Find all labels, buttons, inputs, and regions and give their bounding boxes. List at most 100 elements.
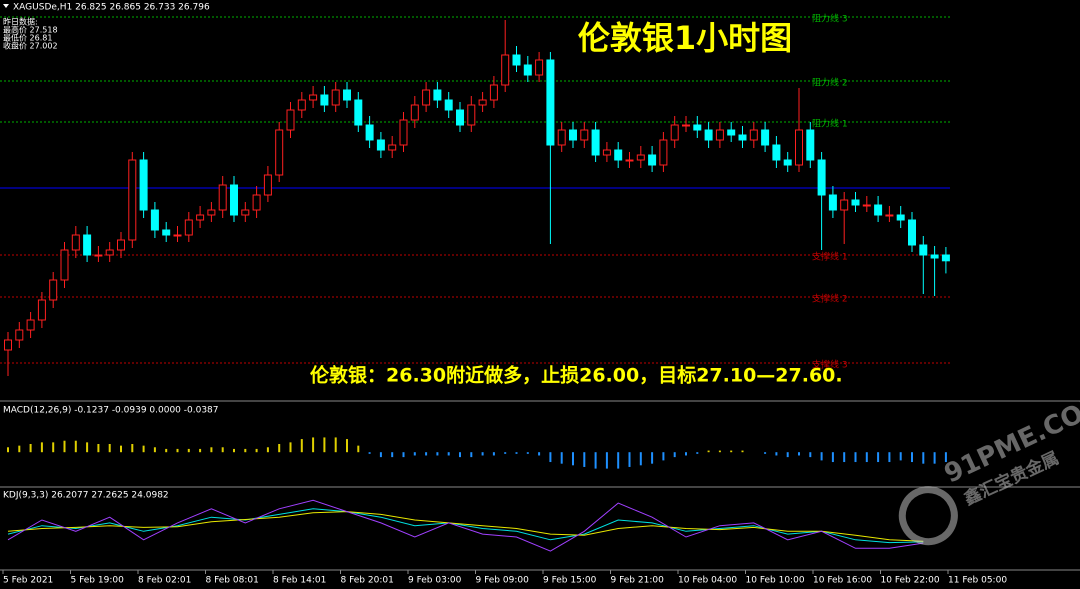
histogram-bar	[436, 452, 439, 456]
candle-body	[523, 64, 532, 76]
histogram-bar	[798, 452, 800, 456]
panel-title: MACD(12,26,9) -0.1237 -0.0939 0.0000 -0.…	[3, 406, 219, 416]
histogram-bar	[312, 437, 315, 453]
histogram-bar	[944, 452, 947, 463]
histogram-bar	[831, 452, 834, 463]
histogram-bar	[933, 452, 936, 464]
histogram-bar	[86, 442, 89, 453]
candle-body	[795, 129, 803, 166]
indicator-line	[7, 508, 924, 544]
level-label: 支撑线 3	[812, 359, 848, 371]
x-tick-label: 9 Feb 21:00	[611, 576, 665, 586]
menu-icon[interactable]	[3, 4, 9, 8]
annotation: 伦敦银：26.30附近做多，止损26.00，目标27.10—27.60.	[310, 364, 843, 387]
candle-body	[286, 109, 295, 131]
histogram-bar	[809, 452, 812, 458]
histogram-bar	[775, 452, 778, 456]
histogram-bar	[594, 452, 597, 469]
histogram-bar	[854, 452, 857, 463]
candle-body	[399, 119, 408, 146]
candle-body	[546, 59, 555, 146]
candle-body	[715, 129, 724, 141]
candle-body	[320, 94, 329, 106]
candle-body	[659, 139, 668, 166]
histogram-bar	[52, 442, 55, 453]
candle-body	[15, 329, 24, 341]
histogram-bar	[368, 452, 371, 454]
candle-body	[840, 199, 849, 211]
x-tick-label: 10 Feb 16:00	[813, 576, 872, 586]
candle-body	[331, 89, 340, 106]
histogram-bar	[187, 448, 190, 453]
histogram-bar	[244, 448, 247, 453]
candle-body	[670, 124, 679, 141]
candle-body	[309, 94, 318, 101]
candle-body	[207, 209, 216, 216]
candle-body	[410, 104, 419, 121]
histogram-bar	[617, 452, 620, 469]
candle-body	[580, 129, 589, 141]
histogram-bar	[764, 452, 767, 454]
histogram-bar	[459, 452, 461, 458]
candle-body	[602, 149, 611, 156]
candle-body	[727, 129, 736, 136]
histogram-bar	[153, 447, 156, 453]
histogram-bar	[741, 450, 744, 453]
candle-body	[105, 249, 114, 256]
histogram-bar	[278, 444, 281, 453]
candle-body	[49, 279, 58, 301]
histogram-bar	[899, 452, 902, 461]
candle-body	[828, 194, 837, 211]
candle-body	[862, 204, 871, 207]
histogram-bar	[718, 450, 721, 453]
candle-body	[117, 239, 125, 251]
histogram-bar	[266, 447, 269, 453]
candle-body	[263, 174, 272, 196]
x-tick-label: 10 Feb 10:00	[746, 576, 805, 586]
histogram-bar	[447, 452, 450, 456]
x-tick-label: 10 Feb 04:00	[678, 576, 737, 586]
histogram-bar	[18, 445, 21, 453]
info: 最低价 26.81	[3, 33, 52, 43]
histogram-bar	[549, 452, 552, 463]
histogram-bar	[233, 448, 235, 453]
histogram-bar	[346, 439, 348, 453]
candle-body	[275, 129, 284, 176]
histogram-bar	[685, 452, 687, 456]
candle-body	[896, 214, 905, 221]
histogram-bar	[843, 452, 846, 463]
histogram-bar	[7, 447, 9, 453]
candle-body	[930, 254, 939, 259]
candle-body	[693, 124, 702, 131]
watermark-logo	[898, 486, 958, 546]
candle-body	[365, 124, 374, 141]
histogram-bar	[199, 448, 202, 453]
candle-body	[4, 339, 12, 351]
histogram-bar	[357, 445, 360, 453]
histogram-bar	[865, 452, 868, 463]
candle-body	[184, 219, 193, 236]
x-tick-label: 8 Feb 20:01	[341, 576, 394, 586]
histogram-bar	[402, 452, 405, 458]
histogram-bar	[255, 448, 258, 453]
candle-body	[501, 54, 510, 86]
histogram-bar	[391, 452, 394, 458]
x-tick-label: 8 Feb 02:01	[138, 576, 191, 586]
candle-body	[625, 159, 634, 162]
candle-body	[37, 299, 46, 321]
level-label: 支撑线 2	[812, 293, 848, 305]
candle-body	[806, 129, 815, 161]
histogram-bar	[142, 445, 145, 453]
histogram-bar	[97, 444, 100, 453]
candle-body	[512, 54, 521, 66]
histogram-bar	[481, 452, 484, 456]
histogram-bar	[74, 440, 77, 453]
level-label: 阻力线 2	[812, 77, 848, 89]
candle-body	[83, 234, 92, 256]
candle-body	[422, 89, 431, 106]
histogram-bar	[651, 452, 654, 464]
histogram-bar	[29, 444, 32, 453]
candle-body	[874, 204, 883, 216]
x-tick-label: 10 Feb 22:00	[881, 576, 940, 586]
